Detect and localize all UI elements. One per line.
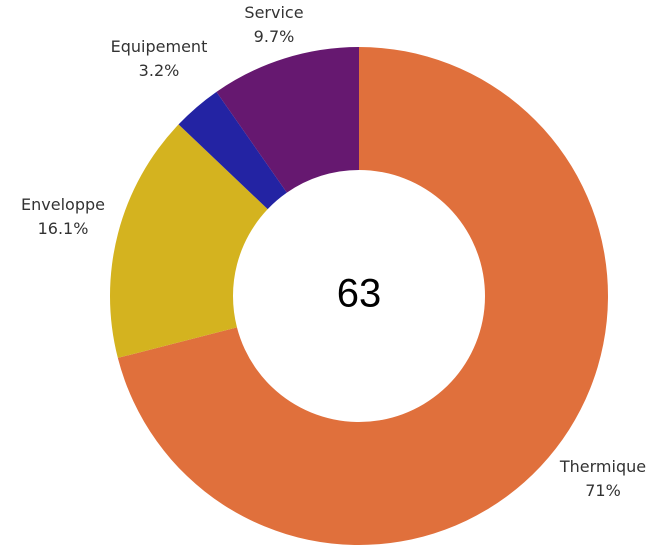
center-value: 63 — [337, 272, 382, 316]
slice-labels: Thermique 71% Enveloppe 16.1% Equipement 3.2%… — [21, 3, 646, 500]
slice-enveloppe[interactable] — [110, 124, 268, 358]
slice-name-enveloppe: Enveloppe — [21, 195, 105, 214]
slice-percent-thermique: 71% — [585, 481, 621, 500]
slice-name-service: Service — [244, 3, 303, 22]
slice-service[interactable] — [216, 47, 359, 193]
donut-slices — [110, 47, 609, 545]
slice-name-equipement: Equipement — [111, 37, 208, 56]
slice-percent-equipement: 3.2% — [139, 61, 180, 80]
slice-name-thermique: Thermique — [559, 457, 646, 476]
slice-percent-enveloppe: 16.1% — [38, 219, 89, 238]
slice-equipement[interactable] — [178, 91, 287, 210]
slice-percent-service: 9.7% — [254, 27, 295, 46]
slice-thermique[interactable] — [117, 47, 609, 545]
